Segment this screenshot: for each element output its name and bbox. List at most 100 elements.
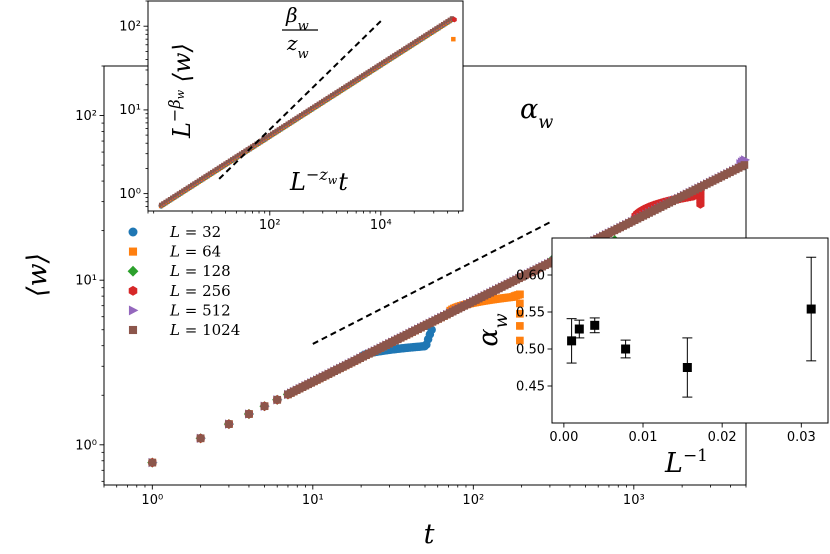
data-point bbox=[245, 410, 253, 418]
legend-value: = 256 bbox=[180, 282, 231, 300]
x-tick-label: 10⁴ bbox=[370, 218, 392, 233]
legend-marker bbox=[128, 247, 138, 256]
alpha-data-point bbox=[589, 317, 600, 334]
legend-var: L bbox=[169, 301, 180, 319]
legend-var: L bbox=[169, 262, 180, 280]
y-tick-label: 10² bbox=[119, 19, 141, 34]
alpha-annotation: αw bbox=[520, 94, 553, 133]
y-tick-label: 0.55 bbox=[516, 306, 545, 321]
x-tick-label: 0.01 bbox=[629, 430, 658, 445]
y-tick-label: 0.45 bbox=[516, 380, 545, 395]
legend-var: L bbox=[169, 243, 180, 261]
data-point bbox=[516, 309, 524, 318]
legend-value: = 1024 bbox=[180, 321, 240, 339]
alpha-data-point bbox=[806, 256, 817, 362]
data-point bbox=[273, 395, 282, 404]
x-tick-label: 10¹ bbox=[302, 493, 324, 508]
inset-y-label-part: −β bbox=[165, 99, 184, 122]
data-point bbox=[516, 336, 524, 345]
alpha-marker bbox=[590, 320, 600, 330]
alpha-marker bbox=[567, 336, 577, 346]
legend-label: L = 128 bbox=[169, 262, 231, 280]
inset-data-point bbox=[451, 36, 456, 42]
legend-value: = 32 bbox=[180, 223, 221, 241]
alpha-x-label: L−1 bbox=[664, 446, 708, 479]
x-tick-label: 10² bbox=[259, 218, 281, 233]
alpha-data-point bbox=[620, 339, 631, 359]
alpha-annotation-main: α bbox=[520, 94, 538, 125]
alpha-marker bbox=[574, 324, 584, 334]
inset-collapse-frame bbox=[147, 0, 464, 212]
beta-slope-line bbox=[218, 20, 382, 180]
legend-marker bbox=[128, 285, 138, 296]
legend-marker bbox=[128, 305, 139, 316]
fraction-denominator-main: z bbox=[286, 31, 298, 55]
alpha-annotation-sub: w bbox=[538, 113, 553, 133]
legend-value: = 512 bbox=[180, 301, 231, 319]
inset-x-label-part: −z bbox=[306, 165, 328, 184]
legend-label: L = 512 bbox=[169, 301, 231, 319]
y-tick-label: 10¹ bbox=[75, 274, 97, 289]
alpha-marker bbox=[806, 304, 816, 314]
inset-x-label-part: w bbox=[328, 174, 338, 187]
alpha-y-label-sub: w bbox=[492, 313, 512, 328]
data-point bbox=[740, 161, 749, 169]
legend-var: L bbox=[169, 223, 180, 241]
data-point bbox=[148, 458, 157, 467]
alpha-marker bbox=[682, 363, 692, 372]
data-point bbox=[516, 299, 524, 308]
legend-marker bbox=[128, 227, 138, 237]
inset-y-label-part: L bbox=[168, 122, 196, 139]
main-series-group bbox=[147, 155, 750, 468]
inset-data-point bbox=[452, 16, 457, 23]
alpha-data-point bbox=[682, 337, 693, 398]
x-tick-label: 0.02 bbox=[708, 430, 737, 445]
y-tick-label: 10¹ bbox=[119, 103, 141, 118]
fraction-denominator-sub: w bbox=[298, 47, 309, 62]
x-tick-label: 0.00 bbox=[549, 430, 578, 445]
legend-var: L bbox=[169, 282, 180, 300]
legend-value: = 64 bbox=[180, 243, 221, 261]
data-point bbox=[196, 434, 205, 443]
x-tick-label: 10² bbox=[462, 493, 484, 508]
inset-x-label: L−zwt bbox=[289, 165, 348, 196]
y-tick-label: 10⁰ bbox=[119, 187, 141, 202]
alpha-data-point bbox=[566, 318, 577, 364]
fraction-numerator-sub: w bbox=[298, 19, 309, 34]
legend-marker bbox=[128, 325, 138, 335]
inset-y-label-part: ⟨w⟩ bbox=[168, 43, 196, 90]
fraction-numerator: βw bbox=[285, 3, 309, 34]
alpha-y-label: αw bbox=[473, 313, 512, 346]
x-axis-label: t bbox=[424, 519, 435, 550]
y-tick-label: 0.60 bbox=[516, 269, 545, 284]
y-tick-label: 0.50 bbox=[516, 343, 545, 358]
alpha-y-label-base: α bbox=[473, 328, 504, 346]
x-tick-label: 0.03 bbox=[787, 430, 816, 445]
alpha-x-label-base: L bbox=[664, 448, 683, 479]
legend-var: L bbox=[169, 321, 180, 339]
alpha-marker bbox=[621, 344, 631, 354]
inset-data-point bbox=[449, 16, 455, 21]
legend-label: L = 256 bbox=[169, 282, 231, 300]
y-tick-label: 10² bbox=[75, 109, 97, 124]
series-1024 bbox=[148, 161, 749, 467]
alpha-data-point bbox=[574, 319, 585, 339]
legend-value: = 128 bbox=[180, 262, 231, 280]
inset-alpha-frame bbox=[551, 237, 829, 424]
alpha-x-label-exp: −1 bbox=[683, 446, 708, 466]
y-tick-label: 10⁰ bbox=[75, 438, 97, 453]
inset-x-label-part: L bbox=[289, 168, 306, 196]
legend-label: L = 64 bbox=[169, 243, 221, 261]
data-point bbox=[516, 290, 524, 299]
inset-y-label: L−βw ⟨w⟩ bbox=[165, 43, 196, 139]
inset-alpha-plot: 0.00 0.01 0.02 0.03 0.45 0.50 0.55 0.60 L−1 αw bbox=[473, 237, 829, 479]
legend-label: L = 1024 bbox=[169, 321, 240, 339]
fraction-numerator-main: β bbox=[285, 3, 298, 27]
inset-y-label-part: w bbox=[174, 89, 187, 99]
x-tick-label: 10³ bbox=[623, 493, 645, 508]
legend-label: L = 32 bbox=[169, 223, 221, 241]
x-tick-label: 10⁰ bbox=[141, 493, 163, 508]
